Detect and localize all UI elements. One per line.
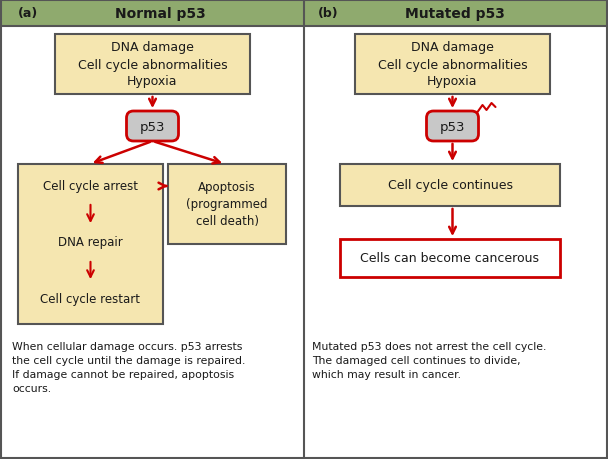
Text: DNA damage
Cell cycle abnormalities
Hypoxia: DNA damage Cell cycle abnormalities Hypo… [378,41,527,88]
FancyBboxPatch shape [426,112,478,142]
Bar [168,165,286,245]
Text: p53: p53 [140,120,165,133]
Text: Mutated p53: Mutated p53 [405,7,505,21]
Text: Apoptosis
(programmed
cell death): Apoptosis (programmed cell death) [186,181,268,228]
Text: (a): (a) [18,7,38,21]
Bar [55,35,250,95]
Text: p53: p53 [440,120,465,133]
Bar [18,165,163,325]
FancyBboxPatch shape [126,112,179,142]
Text: DNA damage
Cell cycle abnormalities
Hypoxia: DNA damage Cell cycle abnormalities Hypo… [78,41,227,88]
Text: Mutated p53 does not arrest the cell cycle.
The damaged cell continues to divide: Mutated p53 does not arrest the cell cyc… [312,341,547,379]
Text: (b): (b) [318,7,339,21]
Bar [355,35,550,95]
Text: When cellular damage occurs. p53 arrests
the cell cycle until the damage is repa: When cellular damage occurs. p53 arrests… [12,341,246,393]
Bar [340,165,560,207]
Bar [340,240,560,277]
Bar [1,1,607,27]
Text: Cells can become cancerous: Cells can become cancerous [361,252,539,265]
Text: Cell cycle arrest: Cell cycle arrest [43,180,138,193]
Text: DNA repair: DNA repair [58,236,123,249]
Text: Normal p53: Normal p53 [115,7,206,21]
Text: Cell cycle continues: Cell cycle continues [387,179,513,192]
Text: Cell cycle restart: Cell cycle restart [41,293,140,306]
